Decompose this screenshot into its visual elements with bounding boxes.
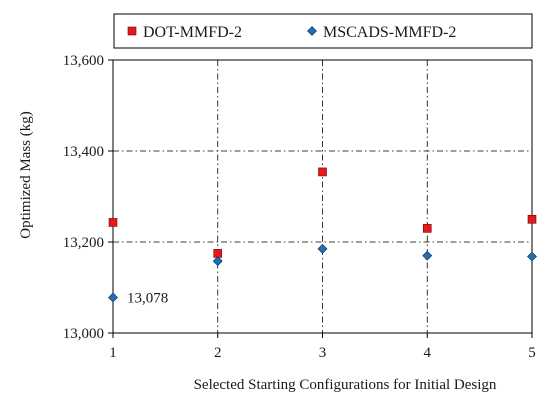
y-tick-label: 13,600 [63, 53, 104, 69]
mscads-mmfd-point [108, 292, 118, 303]
legend-marker-diamond [307, 26, 317, 36]
legend-marker-square [127, 26, 137, 36]
y-tick-label: 13,200 [63, 235, 104, 251]
grid [113, 60, 532, 333]
mscads-mmfd-point [527, 251, 537, 262]
y-axis-ticks: 13,000 13,200 13,400 13,600 [63, 53, 113, 342]
data-points [108, 167, 537, 303]
legend: DOT-MMFD-2 MSCADS-MMFD-2 [113, 13, 533, 49]
dot-mmfd-point [318, 167, 327, 177]
legend-box [113, 13, 533, 49]
y-tick-label: 13,400 [63, 144, 104, 160]
mscads-mmfd-point [422, 250, 433, 261]
x-tick-label: 3 [319, 345, 327, 361]
annotations: 13,078 [127, 291, 168, 307]
annotation-label: 13,078 [127, 291, 168, 307]
dot-mmfd-point [527, 214, 537, 224]
x-tick-label: 5 [528, 345, 536, 361]
mscads-mmfd-point [212, 256, 223, 267]
y-tick-label: 13,000 [63, 326, 104, 342]
dot-mmfd-point [213, 249, 223, 258]
x-axis-ticks: 1 2 3 4 5 [109, 333, 536, 361]
mscads-mmfd-point [317, 243, 328, 254]
x-tick-label: 2 [214, 345, 222, 361]
dot-mmfd-point [108, 218, 118, 227]
legend-label: MSCADS-MMFD-2 [323, 24, 456, 41]
y-axis-title: Optimized Mass (kg) [18, 111, 34, 238]
dot-mmfd-point [422, 224, 432, 233]
x-tick-label: 1 [109, 345, 117, 361]
x-axis-title: Selected Starting Configurations for Ini… [194, 377, 497, 393]
x-tick-label: 4 [424, 345, 432, 361]
legend-label: DOT-MMFD-2 [143, 24, 242, 41]
